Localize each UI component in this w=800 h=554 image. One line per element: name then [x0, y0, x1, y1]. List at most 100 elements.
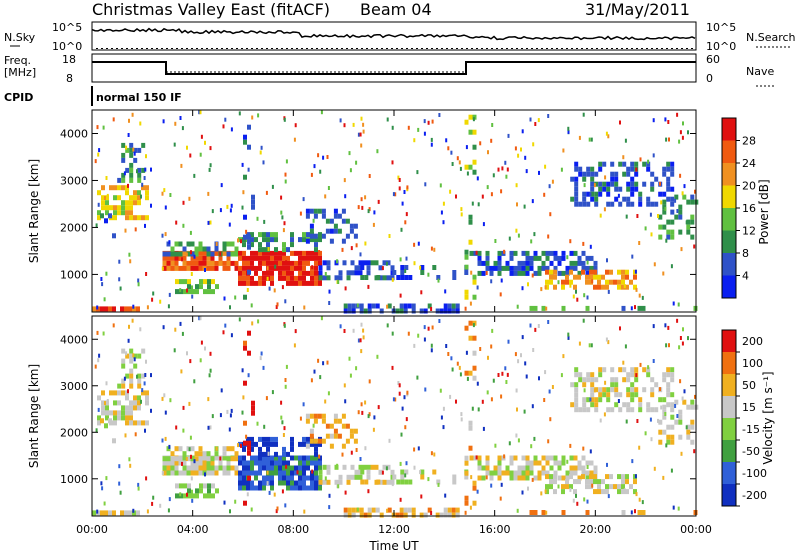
nsky-line	[91, 27, 696, 41]
heatmap-cell	[358, 474, 363, 480]
heatmap-cell	[585, 510, 590, 515]
heatmap-cell	[141, 185, 145, 191]
heatmap-noise-cell	[343, 178, 346, 183]
heatmap-cell	[190, 260, 195, 266]
heatmap-cell	[290, 242, 294, 248]
heatmap-cell	[569, 470, 574, 476]
heatmap-cell	[367, 512, 372, 518]
heatmap-cell	[455, 303, 460, 309]
heatmap-cell	[145, 400, 149, 406]
heatmap-noise-cell	[485, 475, 488, 480]
heatmap-noise-cell	[129, 259, 132, 264]
heatmap-cell	[278, 465, 282, 471]
heatmap-noise-cell	[180, 369, 183, 374]
heatmap-cell	[545, 250, 550, 256]
heatmap-noise-cell	[150, 408, 152, 413]
heatmap-cell	[658, 234, 663, 240]
heatmap-cell	[121, 378, 126, 384]
freq-tick-top: 18	[62, 53, 76, 66]
heatmap-cell	[214, 265, 219, 271]
nsky-tick-bottom: 10^0	[52, 40, 82, 53]
heatmap-cell	[166, 460, 171, 466]
heatmap-cell	[690, 424, 695, 430]
heatmap-cell	[125, 167, 130, 173]
heatmap-cell	[129, 348, 134, 354]
heatmap-cell	[282, 465, 286, 471]
heatmap-noise-cell	[662, 475, 665, 480]
heatmap-noise-cell	[280, 210, 283, 215]
power-colorbar-tick-label: 8	[742, 247, 749, 260]
heatmap-noise-cell	[349, 373, 352, 378]
heatmap-cell	[274, 255, 278, 261]
heatmap-noise-cell	[521, 490, 524, 495]
heatmap-noise-cell	[209, 425, 212, 430]
heatmap-noise-cell	[299, 416, 302, 421]
heatmap-cell	[97, 420, 101, 426]
heatmap-cell	[183, 483, 187, 489]
heatmap-noise-cell	[360, 197, 363, 202]
heatmap-cell	[420, 270, 425, 275]
heatmap-cell	[314, 485, 318, 491]
heatmap-noise-cell	[683, 184, 686, 189]
nsearch-dot	[101, 48, 103, 49]
heatmap-cell	[561, 484, 565, 490]
heatmap-cell	[545, 265, 550, 271]
heatmap-noise-cell	[527, 486, 529, 491]
heatmap-noise-cell	[391, 482, 394, 487]
heatmap-noise-cell	[367, 489, 370, 494]
heatmap-cell	[270, 455, 274, 461]
heatmap-cell	[634, 161, 639, 167]
heatmap-cell	[626, 392, 631, 398]
heatmap-cell	[529, 470, 534, 476]
heatmap-cell	[342, 464, 347, 470]
heatmap-noise-cell	[475, 455, 478, 460]
heatmap-cell	[359, 512, 364, 518]
heatmap-cell	[141, 215, 145, 221]
heatmap-noise-cell	[622, 155, 625, 160]
heatmap-cell	[565, 470, 570, 476]
heatmap-noise-cell	[647, 159, 650, 164]
heatmap-cell	[318, 441, 322, 447]
heatmap-cell	[314, 475, 318, 481]
heatmap-cell	[598, 392, 603, 398]
heatmap-cell	[670, 209, 675, 215]
heatmap-noise-cell	[547, 439, 550, 444]
heatmap-cell	[302, 265, 306, 271]
heatmap-cell	[362, 260, 367, 266]
heatmap-cell	[557, 270, 562, 276]
heatmap-cell	[258, 465, 262, 471]
heatmap-cell	[662, 191, 667, 197]
heatmap-cell	[251, 400, 255, 406]
heatmap-cell	[322, 479, 327, 485]
heatmap-noise-cell	[403, 395, 406, 400]
heatmap-noise-cell	[103, 501, 106, 506]
heatmap-cell	[306, 460, 310, 466]
heatmap-cell	[589, 474, 593, 480]
heatmap-noise-cell	[226, 204, 229, 209]
heatmap-noise-cell	[445, 344, 448, 348]
heatmap-noise-cell	[161, 438, 164, 443]
heatmap-cell	[190, 241, 195, 247]
x-tick-label: 12:00	[378, 523, 410, 536]
heatmap-noise-cell	[430, 348, 433, 353]
heatmap-cell	[407, 303, 412, 309]
heatmap-cell	[246, 280, 250, 286]
heatmap-noise-cell	[668, 343, 670, 348]
heatmap-cell	[230, 251, 235, 257]
heatmap-cell	[105, 200, 109, 206]
heatmap-cell	[206, 451, 211, 457]
heatmap-cell	[178, 460, 183, 466]
heatmap-cell	[513, 470, 518, 476]
heatmap-noise-cell	[524, 155, 527, 160]
heatmap-cell	[374, 260, 379, 266]
heatmap-cell	[553, 489, 557, 495]
heatmap-noise-cell	[337, 280, 340, 284]
heatmap-noise-cell	[664, 206, 667, 211]
heatmap-cell	[133, 395, 137, 401]
heatmap-cell	[497, 260, 502, 266]
heatmap-noise-cell	[566, 459, 569, 464]
heatmap-cell	[630, 166, 635, 172]
heatmap-cell	[477, 465, 482, 471]
nsearch-dot	[231, 48, 233, 49]
heatmap-noise-cell	[310, 378, 313, 383]
